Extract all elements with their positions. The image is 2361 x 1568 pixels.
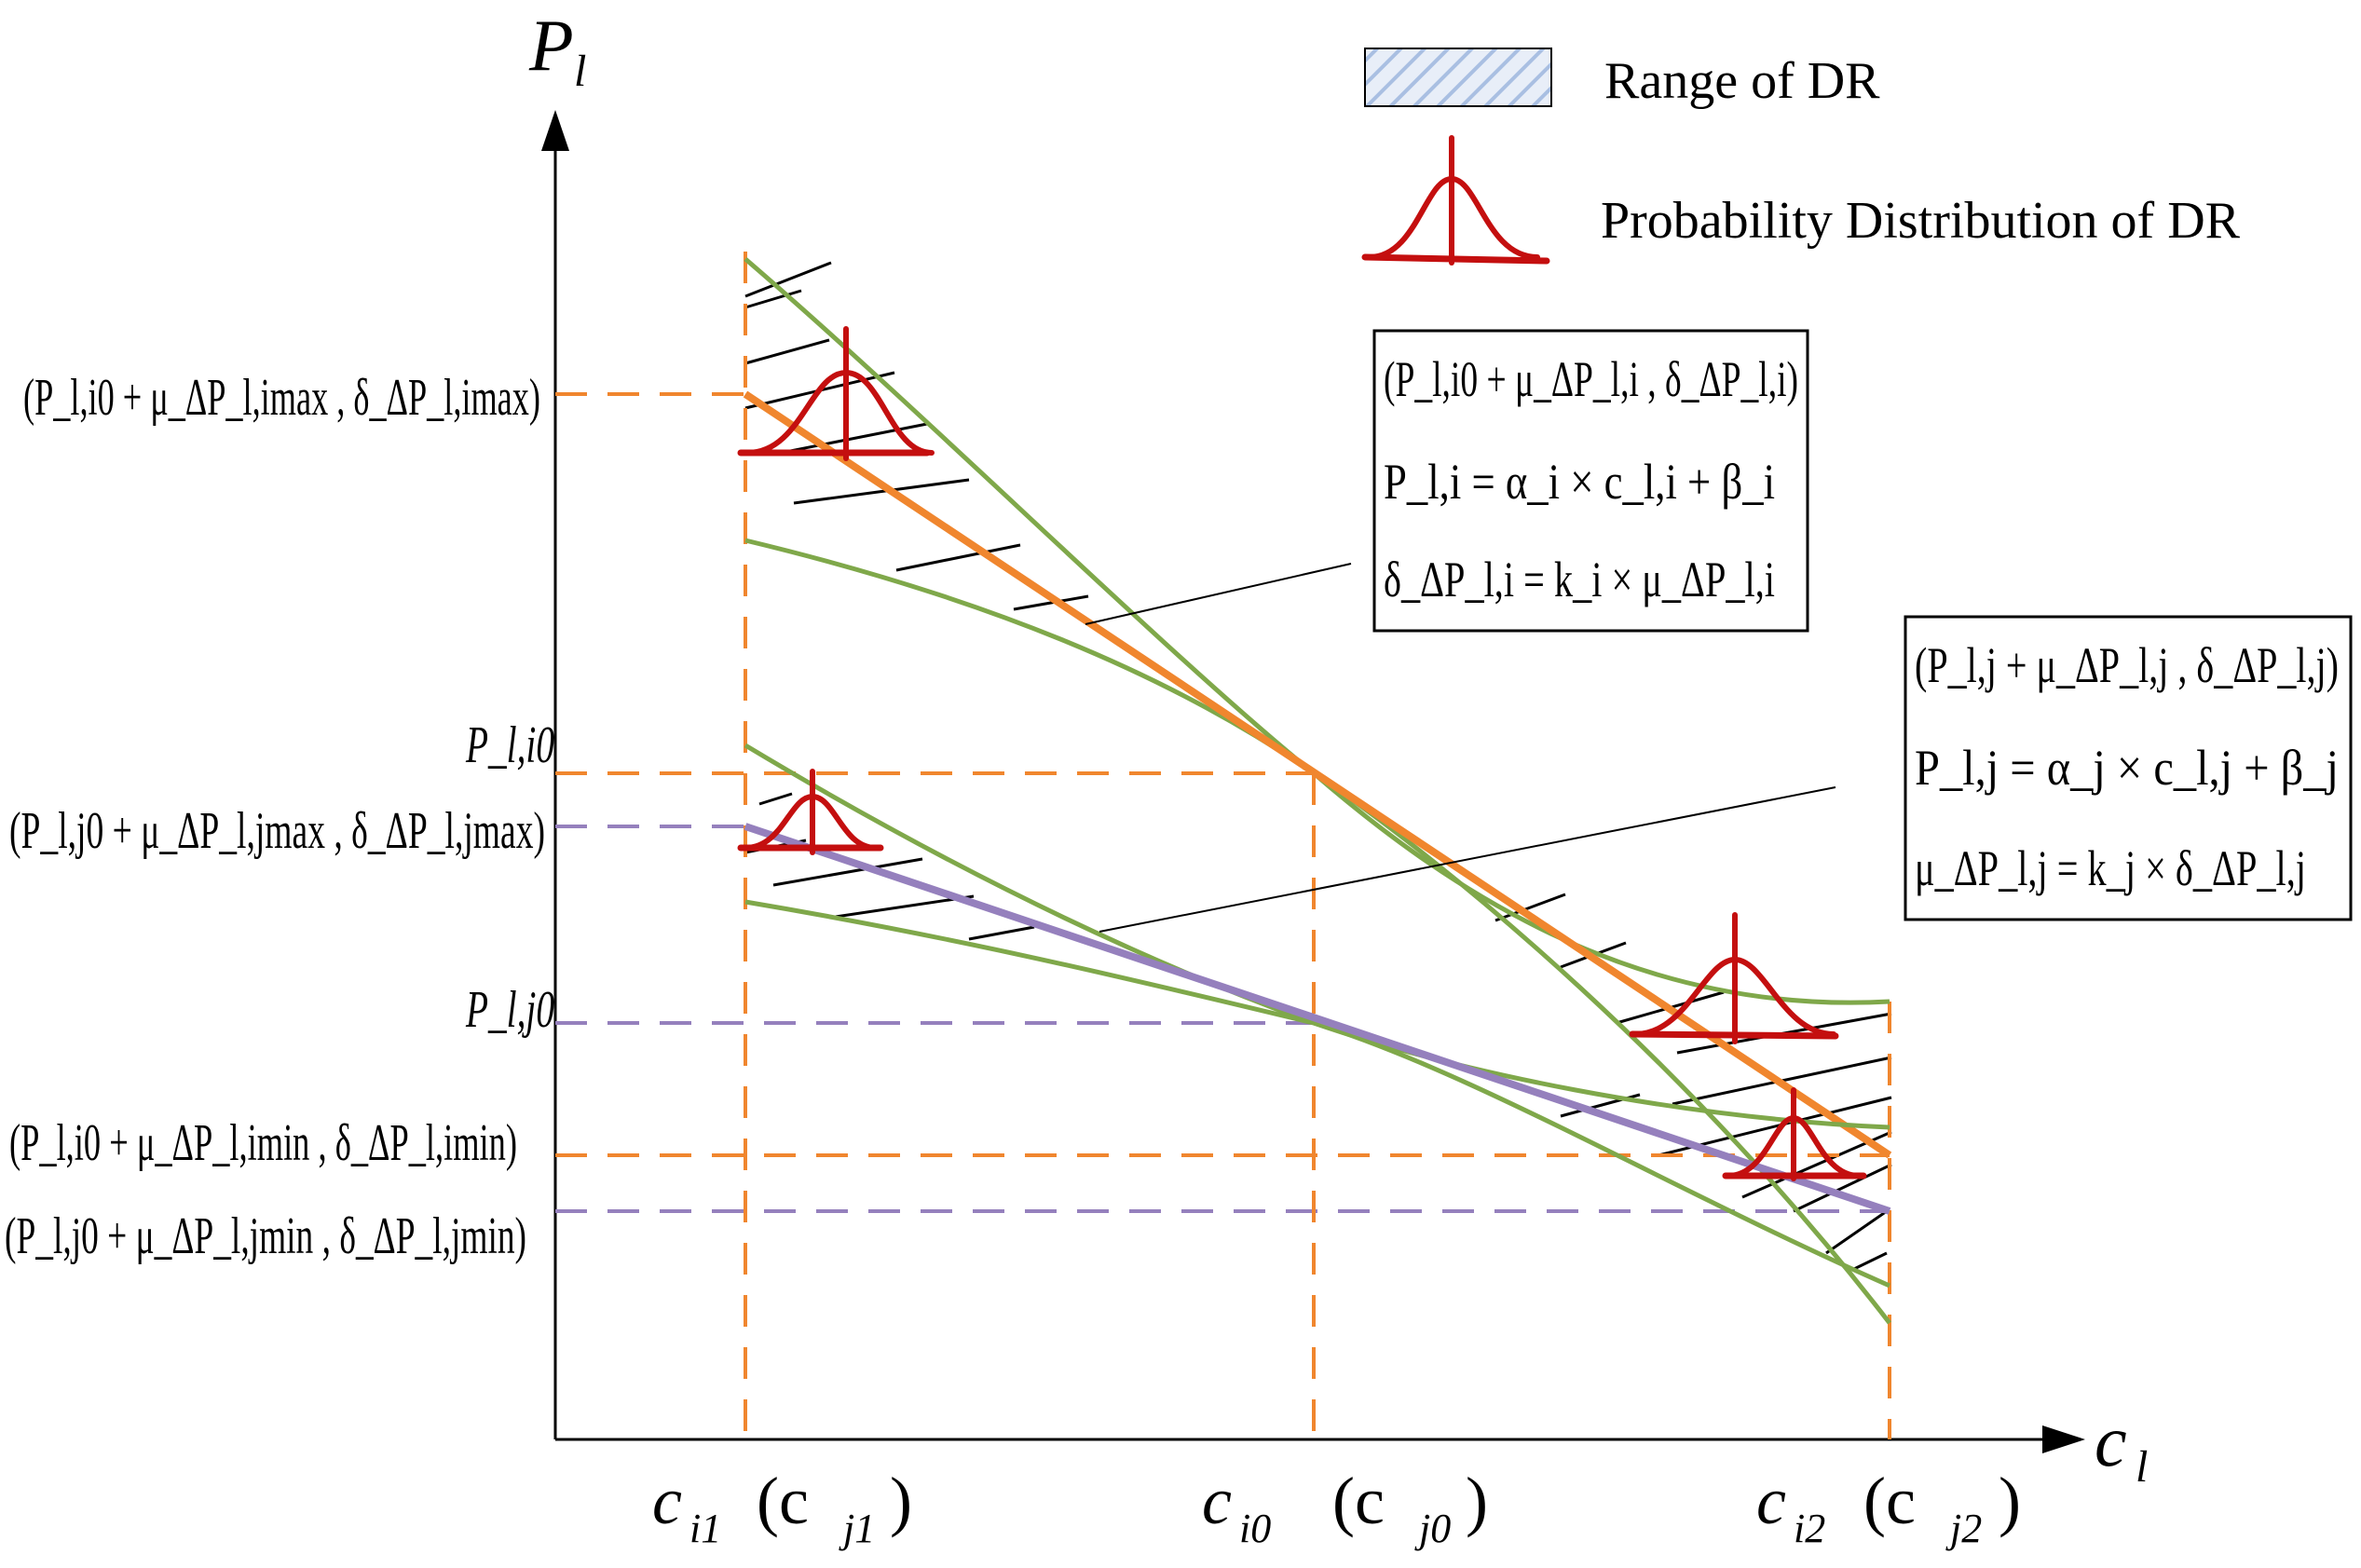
- y-axis-title: P: [528, 5, 574, 86]
- x-axis-arrow-icon: [2042, 1425, 2085, 1453]
- svg-text:c: c: [652, 1464, 682, 1538]
- label-j0: P_l,j0: [465, 981, 554, 1039]
- label-j-max: (P_l,j0 + μ_ΔP_l,jmax , δ_ΔP_l,jmax): [9, 802, 545, 860]
- callout-leader-j: [1099, 786, 1836, 933]
- legend-prob-label: Probability Distribution of DR: [1601, 192, 2241, 250]
- legend-range-label: Range of DR: [1604, 52, 1880, 110]
- box-j-line-3: μ_ΔP_l,j = k_j × δ_ΔP_l,j: [1915, 840, 2306, 896]
- svg-text:i2: i2: [1794, 1506, 1825, 1551]
- equation-box-j: (P_l,j + μ_ΔP_l,j , δ_ΔP_l,j) P_l,j = α_…: [1904, 615, 2353, 921]
- svg-text:): ): [1466, 1464, 1488, 1538]
- green-upper-j: [744, 743, 1890, 1130]
- x-axis-title: c: [2095, 1400, 2127, 1481]
- legend-bell-curve-icon: [1361, 135, 1550, 266]
- green-lower-j: [744, 899, 1891, 1288]
- label-i-min: (P_l,i0 + μ_ΔP_l,imin , δ_ΔP_l,imin): [9, 1114, 517, 1172]
- svg-text:j2: j2: [1945, 1506, 1982, 1551]
- axes: [541, 110, 2085, 1453]
- bell-curve-icon: [1629, 912, 1839, 1044]
- box-i-line-1: (P_l,i0 + μ_ΔP_l,i , δ_ΔP_l,i): [1384, 351, 1798, 407]
- y-axis-title-sub: l: [574, 47, 586, 96]
- bell-curve-icon: [1722, 1087, 1867, 1181]
- svg-text:i1: i1: [689, 1506, 721, 1551]
- x-axis-title-sub: l: [2136, 1442, 2148, 1492]
- svg-text:): ): [890, 1464, 912, 1538]
- label-i-max: (P_l,i0 + μ_ΔP_l,imax , δ_ΔP_l,imax): [23, 369, 540, 427]
- equation-box-i: (P_l,i0 + μ_ΔP_l,i , δ_ΔP_l,i) P_l,i = α…: [1372, 329, 1809, 633]
- guide-lines: [555, 252, 1891, 1439]
- svg-text:): ): [1999, 1464, 2021, 1538]
- svg-text:c: c: [1202, 1464, 1232, 1538]
- box-j-line-1: (P_l,j + μ_ΔP_l,j , δ_ΔP_l,j): [1915, 637, 2339, 693]
- svg-text:(c: (c: [1332, 1464, 1385, 1538]
- svg-text:j0: j0: [1414, 1506, 1451, 1551]
- bell-curve-icon: [737, 769, 884, 855]
- box-i-line-2: P_l,i = α_i × c_l,i + β_i: [1384, 454, 1775, 510]
- callout-leader-i: [1085, 563, 1352, 625]
- label-j-min: (P_l,j0 + μ_ΔP_l,jmin , δ_ΔP_l,jmin): [5, 1207, 526, 1265]
- svg-text:i0: i0: [1239, 1506, 1271, 1551]
- svg-text:(c: (c: [1863, 1464, 1916, 1538]
- svg-text:c: c: [1756, 1464, 1786, 1538]
- legend: Range of DR Probability Distribution of …: [1361, 48, 2241, 266]
- svg-text:(c: (c: [757, 1464, 809, 1538]
- box-i-line-3: δ_ΔP_l,i = k_i × μ_ΔP_l,i: [1384, 552, 1775, 607]
- x-tick-c2: c i2 (c j2 ): [1756, 1464, 2021, 1551]
- svg-text:j1: j1: [839, 1506, 875, 1551]
- orange-line-i: [743, 390, 1892, 1159]
- purple-line-j: [744, 823, 1891, 1215]
- legend-range-swatch: [1364, 48, 1552, 107]
- label-i0: P_l,i0: [465, 716, 554, 774]
- y-axis-arrow-icon: [541, 110, 569, 151]
- hatch-region-i-left: [744, 261, 1089, 611]
- bell-curve-icon: [737, 326, 935, 461]
- curves: [743, 257, 1892, 1325]
- box-j-line-2: P_l,j = α_j × c_l,j + β_j: [1915, 740, 2339, 796]
- x-tick-c0: c i0 (c j0 ): [1202, 1464, 1488, 1551]
- x-tick-c1: c i1 (c j1 ): [652, 1464, 912, 1551]
